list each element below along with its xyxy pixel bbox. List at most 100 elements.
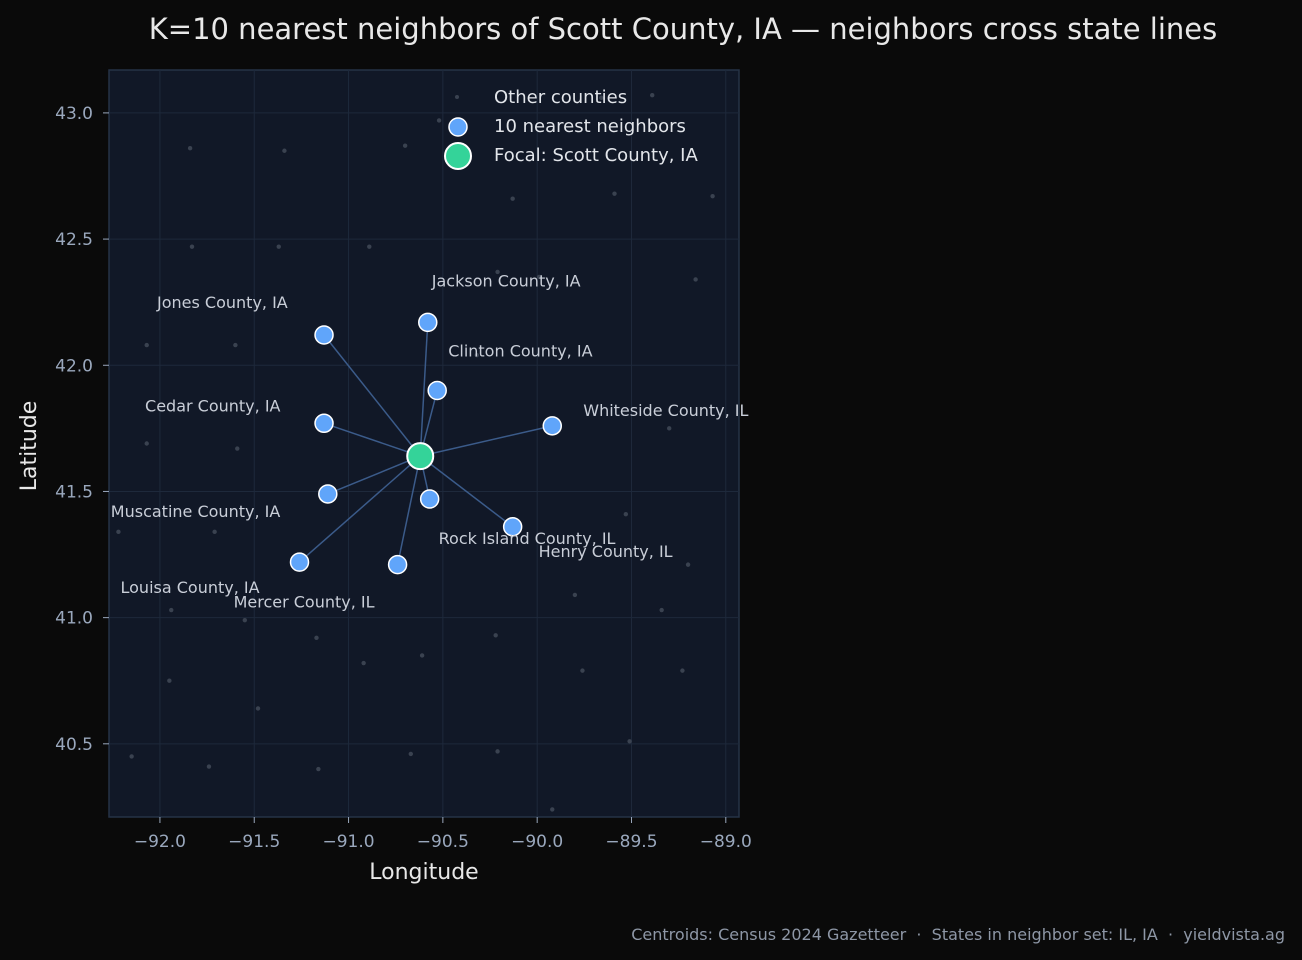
neighbor-point (418, 312, 438, 333)
neighbor-edge (323, 334, 421, 457)
other-county-point (650, 93, 655, 98)
other-county-point (235, 446, 240, 451)
neighbor-label: Mercer County, IL (234, 593, 375, 612)
neighbor-edge (396, 455, 421, 565)
neighbor-point (314, 325, 334, 345)
focal-point-group (406, 442, 435, 471)
other-county-point (144, 342, 149, 348)
focal-point (406, 442, 435, 471)
y-tick-label: 40.5 (55, 735, 93, 755)
x-tick-label: −91.5 (228, 832, 280, 852)
other-county-point (474, 352, 480, 358)
x-tick-label: −90.0 (511, 832, 563, 852)
other-county-point (623, 511, 629, 517)
neighbor-edge (299, 455, 421, 563)
neighbor-edge (327, 455, 421, 495)
other-county-point (255, 706, 261, 711)
neighbor-label: Jones County, IA (156, 293, 288, 312)
neighbor-point (542, 416, 563, 436)
other-county-point (276, 244, 281, 249)
neighbor-labels: Jackson County, IA Jones County, IA Clinto… (111, 271, 749, 611)
x-tick-label: −92.0 (134, 832, 186, 852)
other-county-point (144, 441, 149, 446)
neighbor-point (502, 517, 523, 537)
other-county-point (167, 678, 172, 683)
other-county-point (627, 739, 632, 744)
neighbor-label: Cedar County, IA (145, 396, 281, 415)
other-county-point (659, 607, 664, 613)
other-county-point (169, 607, 174, 613)
neighbor-label: Rock Island County, IL (439, 529, 616, 548)
other-county-point (316, 766, 321, 772)
other-counties (116, 93, 715, 812)
neighbor-label: Muscatine County, IA (111, 502, 281, 521)
neighbor-edge (419, 455, 514, 528)
neighbor-label: Whiteside County, IL (583, 401, 748, 420)
other-county-point (212, 529, 217, 535)
x-axis-ticks: −92.0 −91.5 −91.0 −90.5 −90.0 −89.5 −89.0 (134, 817, 752, 852)
legend-label-focal: Focal: Scott County, IA (494, 145, 698, 166)
other-county-point (510, 196, 515, 201)
other-county-point (189, 244, 195, 249)
x-axis-label: Longitude (369, 860, 478, 885)
x-tick-label: −91.0 (322, 832, 374, 852)
other-county-point (572, 592, 578, 598)
other-county-point (233, 342, 238, 348)
other-county-point (667, 426, 672, 431)
y-tick-label: 41.5 (55, 482, 93, 502)
neighbor-edge (323, 422, 421, 457)
legend: Other counties 10 nearest neighbors Foca… (444, 87, 698, 170)
neighbor-label: Henry County, IL (539, 542, 673, 561)
legend-marker-focal (444, 142, 472, 170)
neighbor-point (419, 489, 440, 509)
other-county-point (493, 633, 498, 638)
other-county-point (408, 751, 413, 757)
neighbor-label: Louisa County, IA (121, 578, 260, 597)
legend-label-other: Other counties (494, 87, 627, 108)
x-tick-label: −89.5 (605, 832, 657, 852)
x-tick-label: −89.0 (700, 832, 752, 852)
other-county-point (419, 653, 425, 658)
neighbor-points (289, 312, 563, 575)
other-county-point (367, 244, 372, 249)
other-county-point (599, 95, 604, 100)
x-tick-label: −90.5 (417, 832, 469, 852)
other-county-point (550, 807, 555, 812)
other-county-point (361, 660, 366, 666)
y-tick-label: 43.0 (55, 104, 93, 124)
neighbor-point (318, 484, 338, 504)
other-county-point (242, 617, 248, 623)
neighbor-point (289, 552, 310, 572)
other-county-point (282, 148, 287, 153)
legend-marker-other (455, 95, 459, 99)
other-county-point (693, 277, 698, 282)
footer-note: Centroids: Census 2024 Gazetteer · State… (631, 925, 1285, 944)
other-county-point (495, 749, 500, 754)
y-tick-label: 42.0 (55, 356, 93, 376)
y-tick-label: 42.5 (55, 230, 93, 250)
legend-marker-neighbor (448, 117, 468, 137)
y-axis-ticks: 40.5 41.0 41.5 42.0 42.5 43.0 (55, 104, 109, 755)
y-tick-label: 41.0 (55, 609, 93, 629)
y-axis-label: Latitude (17, 401, 42, 492)
other-county-point (206, 764, 212, 769)
other-county-point (402, 143, 408, 148)
neighbor-point (314, 413, 334, 434)
neighbor-edge (420, 425, 553, 457)
other-county-point (710, 193, 715, 199)
neighbor-point (387, 554, 408, 575)
other-county-point (685, 562, 691, 567)
neighbor-label: Jackson County, IA (431, 271, 581, 290)
other-county-point (436, 118, 442, 123)
other-county-point (116, 529, 121, 535)
neighbor-label: Clinton County, IA (448, 342, 592, 361)
other-county-point (187, 146, 193, 151)
other-county-point (612, 191, 617, 196)
other-county-point (129, 754, 134, 759)
legend-label-neighbor: 10 nearest neighbors (494, 116, 686, 137)
other-county-point (580, 668, 585, 673)
neighbor-edge (419, 322, 429, 457)
other-county-point (314, 635, 319, 641)
other-county-point (495, 269, 500, 275)
